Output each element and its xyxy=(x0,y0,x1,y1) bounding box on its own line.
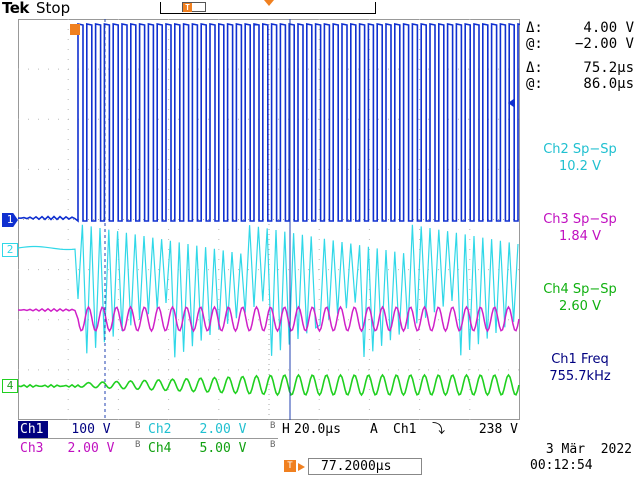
ch2-trace xyxy=(18,224,519,358)
measurement-4-label: Ch1 Freq xyxy=(551,352,609,367)
trigger-level[interactable]: 238 V xyxy=(478,422,518,437)
ch1-ground-marker[interactable]: 1 xyxy=(2,213,18,227)
horizontal-label: H xyxy=(282,422,290,437)
record-view-window xyxy=(182,2,206,12)
trigger-marker-icon xyxy=(70,24,80,35)
ch4-bw-mark: B xyxy=(270,440,276,450)
cursor-dv-value: 4.00 V xyxy=(583,20,634,36)
waveform-display xyxy=(18,19,520,420)
time: 00:12:54 xyxy=(530,458,593,473)
trigger-position-icon-label: T xyxy=(287,461,293,471)
date: 3 Mär 2022 xyxy=(545,442,632,457)
record-view-bar xyxy=(160,2,376,14)
ch2-marker-label: 2 xyxy=(6,243,14,256)
measurement-3: Ch4 Sp−Sp 2.60 V xyxy=(524,281,636,315)
ch1-level-arrow-icon xyxy=(508,98,515,108)
ch4-ground-marker[interactable]: 4 xyxy=(2,379,18,393)
measurement-2: Ch3 Sp−Sp 1.84 V xyxy=(524,211,636,245)
trigger-position-arrow-icon xyxy=(298,463,305,471)
ch1-label[interactable]: Ch1 xyxy=(18,421,48,438)
measurement-3-value: 2.60 V xyxy=(559,299,601,314)
trigger-position-value[interactable]: 77.2000µs xyxy=(308,458,422,475)
trigger-position-icon: T xyxy=(183,3,192,12)
ch1-trace xyxy=(18,23,520,223)
measurement-1: Ch2 Sp−Sp 10.2 V xyxy=(524,141,636,175)
ch1-bw-mark: B xyxy=(135,421,141,431)
settings-divider-1 xyxy=(18,438,278,439)
measurement-1-label: Ch2 Sp−Sp xyxy=(543,142,617,157)
trigger-arrow-icon xyxy=(264,0,274,6)
ch3-bw-mark: B xyxy=(135,440,141,450)
cursor-t-at-value: 86.0µs xyxy=(583,76,634,92)
horizontal-scale[interactable]: 20.0µs xyxy=(294,422,341,437)
settings-row-1: Ch1 100 V B Ch2 2.00 V B H 20.0µs A Ch1 … xyxy=(18,421,520,439)
ch2-bw-mark: B xyxy=(270,421,276,431)
brand-logo: Tek xyxy=(2,0,29,17)
waveform-svg xyxy=(18,19,520,420)
settings-row-2: Ch3 2.00 V B Ch4 5.00 V B xyxy=(18,440,278,458)
cursor-readout: Δ: 4.00 V @: −2.00 V Δ: 75.2µs @: 86.0µs xyxy=(526,20,634,92)
trigger-position-icon-bottom: T xyxy=(284,460,296,472)
ch3-trace xyxy=(18,305,520,333)
ch4-scale: 5.00 V xyxy=(199,441,247,456)
cursor-v-at-value: −2.00 V xyxy=(574,36,634,52)
measurement-2-value: 1.84 V xyxy=(559,229,601,244)
ch4-trace xyxy=(18,373,520,397)
run-state: Stop xyxy=(36,0,71,17)
cursor-dt-label: Δ: xyxy=(526,60,543,76)
measurement-1-value: 10.2 V xyxy=(559,159,601,174)
cursor-t-at-label: @: xyxy=(526,76,543,92)
measurement-2-label: Ch3 Sp−Sp xyxy=(543,212,617,227)
ch3-label[interactable]: Ch3 xyxy=(20,441,44,456)
cursor-dv-label: Δ: xyxy=(526,20,543,36)
trigger-slope-icon: ⤵ xyxy=(432,422,446,437)
cursor-v-at-label: @: xyxy=(526,36,543,52)
ch4-marker-label: 4 xyxy=(6,379,14,392)
ch3-scale: 2.00 V xyxy=(67,441,115,456)
trigger-mode: A xyxy=(370,422,378,437)
measurement-3-label: Ch4 Sp−Sp xyxy=(543,282,617,297)
measurement-4: Ch1 Freq 755.7kHz xyxy=(524,351,636,385)
ch2-ground-marker[interactable]: 2 xyxy=(2,243,18,257)
ch4-label[interactable]: Ch4 xyxy=(148,441,172,456)
ch2-scale: 2.00 V xyxy=(199,422,247,437)
cursor-dt-value: 75.2µs xyxy=(583,60,634,76)
ch2-label[interactable]: Ch2 xyxy=(148,422,172,437)
ch1-marker-label: 1 xyxy=(6,213,14,226)
measurement-4-value: 755.7kHz xyxy=(549,369,611,384)
trigger-source[interactable]: Ch1 xyxy=(393,422,417,437)
ch1-scale: 100 V xyxy=(71,422,111,437)
